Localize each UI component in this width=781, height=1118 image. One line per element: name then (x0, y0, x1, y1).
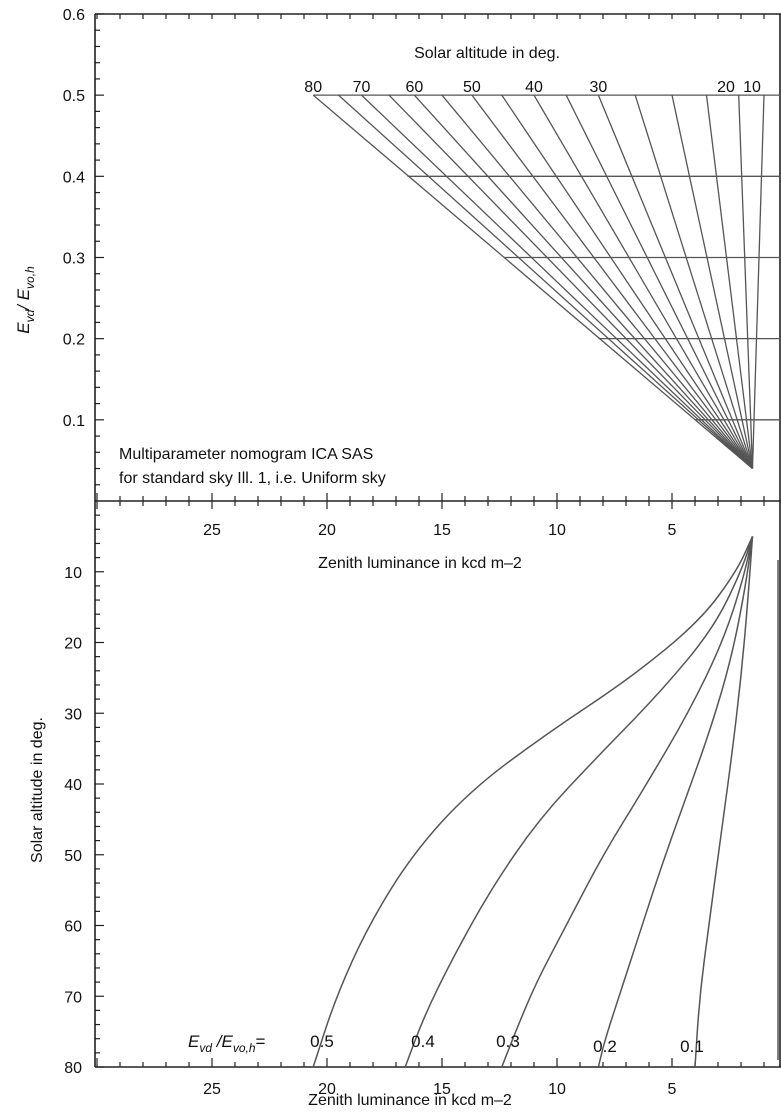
top-y-tick-0.3: 0.3 (63, 250, 85, 267)
altitude-line-55 (441, 94, 753, 469)
top-y-tick-0.5: 0.5 (63, 88, 85, 105)
altitude-line-5 (751, 95, 765, 469)
nomogram-note-line-2: for standard sky Ill. 1, i.e. Uniform sk… (119, 470, 386, 487)
axis-ticks (95, 13, 765, 1068)
bottom-x-tick-labels: 25 20 15 10 5 (203, 1081, 676, 1098)
curve-label-0.5: 0.5 (310, 1032, 334, 1051)
bottom-y-tick-labels: 10 20 30 40 50 60 70 80 (64, 565, 82, 1077)
altitude-line-75 (338, 94, 753, 470)
altitude-label-50: 50 (463, 79, 481, 96)
altitude-label-40: 40 (525, 79, 543, 96)
curve-0.1 (694, 536, 754, 1068)
curve-label-0.1: 0.1 (680, 1037, 704, 1056)
bottom-y-tick-50: 50 (64, 848, 82, 865)
altitude-labels: 80 70 60 50 40 30 20 10 (304, 79, 761, 96)
middle-x-tick-20: 20 (318, 522, 336, 539)
curve-label-0.3: 0.3 (496, 1032, 520, 1051)
altitude-line-10 (738, 95, 754, 469)
bottom-y-axis-label: Solar altitude in deg. (29, 717, 46, 863)
altitude-line-20 (671, 95, 754, 469)
middle-x-tick-10: 10 (548, 522, 566, 539)
altitude-line-45 (501, 94, 754, 469)
altitude-label-60: 60 (406, 79, 424, 96)
middle-x-tick-5: 5 (668, 522, 677, 539)
middle-x-tick-labels: 25 20 15 10 5 (203, 522, 676, 539)
altitude-line-30 (597, 94, 754, 469)
top-y-axis-label: Evd/ Evo,h (14, 266, 37, 334)
middle-x-tick-15: 15 (433, 522, 451, 539)
curve-0.5 (312, 536, 754, 1068)
altitude-line-15 (705, 95, 754, 469)
bottom-y-tick-60: 60 (64, 919, 82, 936)
upper-x-axis-label: Zenith luminance in kcd m–2 (318, 555, 522, 572)
top-y-tick-0.6: 0.6 (63, 7, 85, 24)
top-y-tick-0.2: 0.2 (63, 332, 85, 349)
top-y-tick-0.4: 0.4 (63, 169, 85, 186)
bottom-y-tick-70: 70 (64, 989, 82, 1006)
bottom-y-tick-40: 40 (64, 777, 82, 794)
altitude-line-40 (533, 94, 754, 469)
bottom-x-tick-20: 20 (318, 1081, 336, 1098)
bottom-x-tick-10: 10 (548, 1081, 566, 1098)
curve-0.2 (597, 536, 754, 1068)
altitude-label-30: 30 (590, 79, 608, 96)
altitude-label-20: 20 (717, 79, 735, 96)
altitude-line-65 (388, 94, 753, 469)
altitude-line-25 (634, 94, 754, 469)
top-y-tick-0.1: 0.1 (63, 413, 85, 430)
altitude-line-35 (565, 94, 754, 469)
lower-x-axis-label: Zenith luminance in kcd m–2 (308, 1092, 512, 1109)
altitude-label-10: 10 (743, 79, 761, 96)
top-nomogram-lines (312, 94, 781, 470)
curve-label-0.2: 0.2 (593, 1037, 617, 1056)
curve-label-prefix: Evd /Evo,h= (188, 1032, 266, 1055)
curve-label-0.4: 0.4 (411, 1032, 435, 1051)
top-panel-title: Solar altitude in deg. (414, 45, 560, 62)
bottom-x-tick-15: 15 (433, 1081, 451, 1098)
bottom-x-tick-25: 25 (203, 1081, 221, 1098)
altitude-label-80: 80 (304, 79, 322, 96)
bottom-y-tick-80: 80 (64, 1060, 82, 1077)
top-y-tick-labels: 0.1 0.2 0.3 0.4 0.5 0.6 (63, 7, 85, 430)
curve-labels: 0.5 0.4 0.3 0.2 0.1 (310, 1032, 704, 1056)
altitude-line-80 (312, 94, 753, 470)
bottom-x-tick-5: 5 (668, 1081, 677, 1098)
bottom-y-tick-10: 10 (64, 565, 82, 582)
bottom-y-tick-30: 30 (64, 706, 82, 723)
altitude-line-50 (471, 94, 754, 469)
altitude-label-70: 70 (353, 79, 371, 96)
nomogram-note-line-1: Multiparameter nomogram ICA SAS (119, 446, 373, 463)
curve-0.4 (404, 536, 754, 1068)
bottom-curves (312, 536, 779, 1068)
middle-x-tick-25: 25 (203, 522, 221, 539)
bottom-y-tick-20: 20 (64, 636, 82, 653)
altitude-line-70 (361, 94, 753, 470)
axes-frame (94, 13, 781, 1068)
curve-0.3 (501, 536, 754, 1068)
altitude-line-60 (413, 94, 753, 469)
